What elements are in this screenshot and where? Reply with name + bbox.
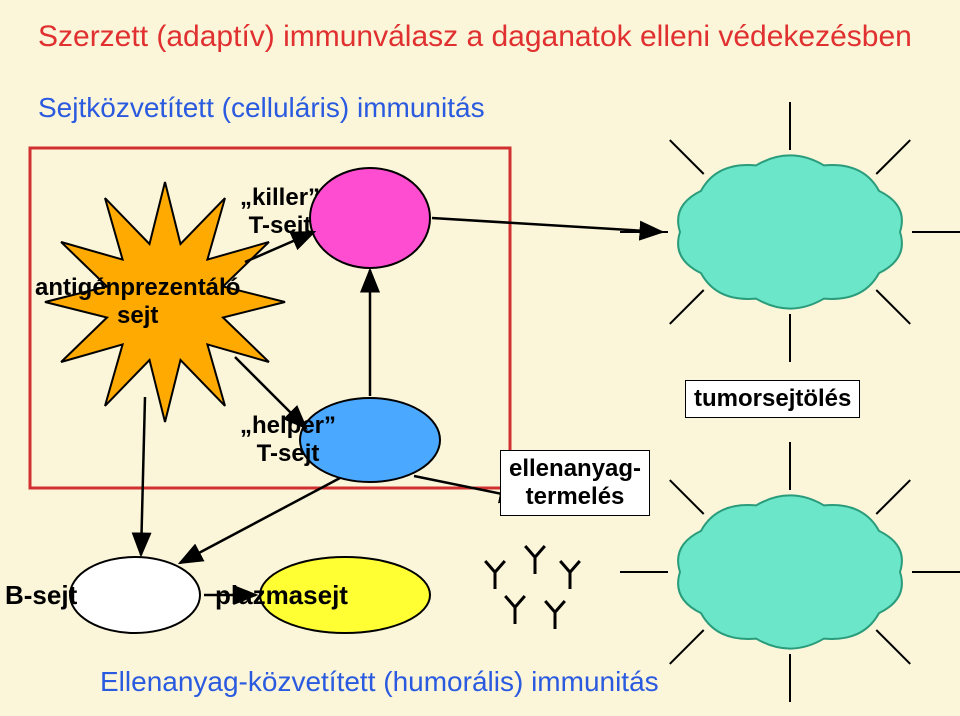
helper-label: „helper” T-sejt — [240, 412, 336, 468]
subtitle: Sejtközvetített (celluláris) immunitás — [38, 92, 485, 124]
antibody-box-line1: ellenanyag- — [509, 455, 641, 483]
page-title: Szerzett (adaptív) immunválasz a daganat… — [38, 20, 912, 54]
starburst-label-line1: antigénprezentáló — [35, 274, 240, 302]
killer-label: „killer” T-sejt — [240, 184, 320, 240]
helper-label-line1: „helper” — [240, 412, 336, 440]
plazma-label: plazmasejt — [215, 580, 348, 611]
antibody-box-line2: termelés — [509, 483, 641, 511]
killer-label-line2: T-sejt — [240, 212, 320, 240]
bottom-caption: Ellenanyag-közvetített (humorális) immun… — [100, 666, 659, 698]
antibody-box: ellenanyag- termelés — [500, 450, 650, 516]
helper-label-line2: T-sejt — [240, 440, 336, 468]
starburst-label: antigénprezentáló sejt — [35, 274, 240, 330]
killer-label-line1: „killer” — [240, 184, 320, 212]
bsejt-label: B-sejt — [5, 580, 77, 611]
starburst-label-line2: sejt — [35, 302, 240, 330]
tumor-kill-box: tumorsejtölés — [685, 380, 860, 418]
